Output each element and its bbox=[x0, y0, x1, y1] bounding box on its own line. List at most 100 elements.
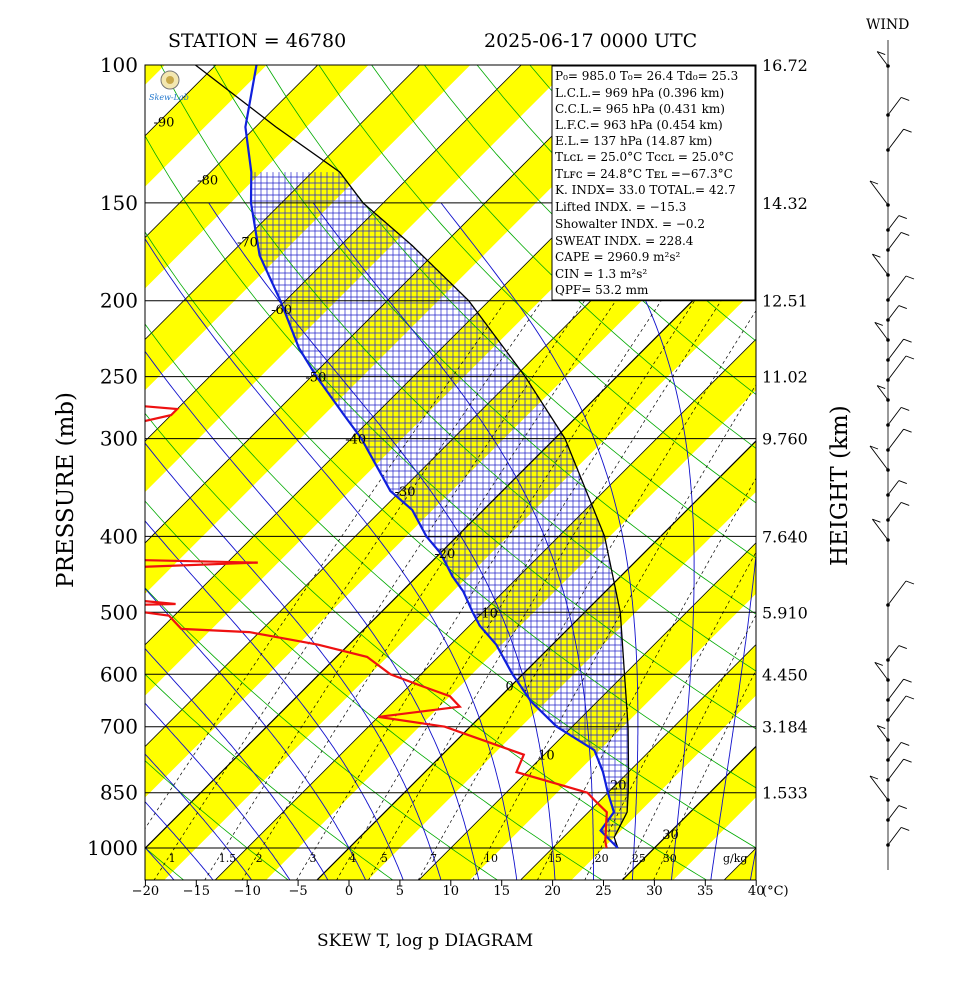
x-tick-label: 10 bbox=[443, 884, 460, 899]
wind-barb bbox=[887, 502, 902, 521]
wind-barb bbox=[887, 355, 907, 381]
isotherm-line bbox=[520, 644, 756, 880]
moist-adiabat bbox=[440, 202, 639, 880]
yellow-band bbox=[145, 65, 369, 289]
mixing-ratio-line bbox=[204, 300, 585, 880]
wind-barb bbox=[876, 385, 889, 401]
x-tick-label: 20 bbox=[544, 884, 561, 899]
pressure-label: 1000 bbox=[87, 836, 138, 860]
info-showalter: Showalter INDX. = −0.2 bbox=[555, 217, 705, 231]
wind-barb bbox=[887, 428, 904, 451]
svg-text:Skew-Lab: Skew-Lab bbox=[149, 93, 189, 102]
yellow-band bbox=[145, 65, 267, 187]
wind-barb bbox=[887, 827, 902, 846]
dry-adiabat bbox=[145, 323, 756, 849]
x-tick-label: 25 bbox=[595, 884, 612, 899]
info-cin: CIN = 1.3 m²s² bbox=[555, 267, 647, 281]
x-tick-label: −20 bbox=[132, 884, 159, 899]
moist-adiabat bbox=[145, 801, 214, 880]
mixing-ratio-label: 2 bbox=[256, 852, 263, 865]
moist-adiabat bbox=[145, 238, 518, 880]
x-tick-label: −5 bbox=[289, 884, 308, 899]
pressure-label: 500 bbox=[100, 600, 138, 624]
mixing-ratio-label: 20 bbox=[595, 852, 609, 865]
height-label: 1.533 bbox=[762, 784, 808, 803]
wind-barb bbox=[887, 275, 907, 301]
temperature-tick-labels: −20 −15 −10 −5 0 5 10 15 20 25 30 35 40 bbox=[132, 884, 765, 899]
info-ccl: C.C.L.= 965 hPa (0.431 km) bbox=[555, 102, 725, 116]
wind-barb-flag bbox=[874, 661, 883, 666]
temperature-ticks bbox=[144, 880, 757, 886]
isotherm-label: 20 bbox=[610, 779, 627, 794]
isotherm-label: 10 bbox=[538, 749, 555, 764]
wind-barb-flag bbox=[869, 180, 879, 185]
info-kindex: K. INDX= 33.0 TOTAL.= 42.7 bbox=[555, 183, 736, 197]
mixing-ratio-labels: 0.7 1 1.5 2 3 4 5 7 10 15 20 25 30 g/kg bbox=[169, 852, 748, 865]
agency-logo: Skew-Lab bbox=[149, 70, 189, 102]
moist-adiabat-lines bbox=[0, 202, 948, 881]
isotherm-line bbox=[145, 65, 522, 442]
isotherm-line bbox=[316, 440, 756, 880]
mixing-ratio-line bbox=[472, 383, 756, 880]
wind-barb-flag bbox=[872, 253, 881, 258]
mixing-ratio-label: 5 bbox=[381, 852, 388, 865]
dry-adiabat bbox=[423, 65, 756, 395]
cape-area bbox=[251, 172, 629, 849]
wind-barb bbox=[887, 805, 900, 821]
wind-barb bbox=[872, 518, 889, 541]
moist-adiabat bbox=[145, 350, 480, 880]
moist-adiabat bbox=[312, 202, 594, 880]
wind-barb-flag bbox=[898, 305, 907, 310]
wind-barb bbox=[887, 215, 900, 231]
x-tick-label: 40 bbox=[748, 884, 765, 899]
dry-adiabat bbox=[145, 673, 394, 880]
info-qpf: QPF= 53.2 mm bbox=[555, 283, 649, 297]
wind-barb bbox=[887, 407, 902, 426]
yellow-band bbox=[0, 29, 99, 880]
isotherm-label: 0 bbox=[506, 679, 514, 694]
mixing-ratio-label: 4 bbox=[349, 852, 356, 865]
wind-barb-flag bbox=[905, 580, 915, 585]
pressure-tick-labels: 100 150 200 250 300 400 500 600 700 850 1000 bbox=[87, 53, 138, 860]
mixing-ratio-label: 1.5 bbox=[219, 852, 237, 865]
x-tick-label: 30 bbox=[646, 884, 663, 899]
wind-barb bbox=[869, 180, 889, 206]
pressure-label: 200 bbox=[100, 289, 138, 313]
wind-barb-flag bbox=[903, 678, 912, 683]
isotherm-line bbox=[418, 542, 756, 880]
wind-barb-flag bbox=[898, 645, 907, 650]
dry-adiabat bbox=[145, 587, 499, 880]
mixing-ratio-label: 7 bbox=[430, 852, 437, 865]
wind-barb-flag bbox=[901, 96, 910, 101]
wind-barb bbox=[887, 580, 907, 606]
wind-barb bbox=[876, 51, 889, 67]
height-label: 12.51 bbox=[762, 292, 808, 311]
isotherm-label: -20 bbox=[434, 547, 455, 562]
info-box: P₀= 985.0 T₀= 26.4 Td₀= 25.3 L.C.L.= 969… bbox=[551, 65, 756, 301]
pressure-label: 300 bbox=[100, 427, 138, 451]
wind-barb bbox=[887, 645, 900, 661]
x-tick-label: 35 bbox=[697, 884, 714, 899]
wind-barb-flag bbox=[903, 338, 912, 343]
dry-adiabat bbox=[318, 65, 756, 504]
dry-adiabat bbox=[160, 65, 756, 672]
moist-adiabat bbox=[145, 753, 253, 880]
wind-barb-flag bbox=[874, 321, 883, 326]
mixing-ratio-line bbox=[537, 477, 756, 880]
wind-barb bbox=[872, 253, 889, 276]
wind-barb-flag bbox=[901, 406, 910, 411]
wind-barb bbox=[887, 338, 904, 361]
wind-barb bbox=[869, 445, 889, 471]
isotherm-label: -10 bbox=[477, 606, 498, 621]
datetime-title: 2025-06-17 0000 UTC bbox=[484, 30, 697, 52]
moist-adiabat bbox=[0, 203, 14, 881]
isotherm-line bbox=[0, 29, 48, 880]
moist-adiabat bbox=[790, 203, 948, 881]
wind-barb-flag bbox=[905, 275, 915, 280]
height-label: 4.450 bbox=[762, 665, 808, 684]
wind-barb bbox=[887, 97, 902, 116]
moist-adiabat bbox=[0, 203, 55, 881]
x-tick-label: 0 bbox=[345, 884, 353, 899]
info-p0: P₀= 985.0 T₀= 26.4 Td₀= 25.3 bbox=[555, 69, 738, 83]
isotherm-line bbox=[145, 236, 756, 850]
